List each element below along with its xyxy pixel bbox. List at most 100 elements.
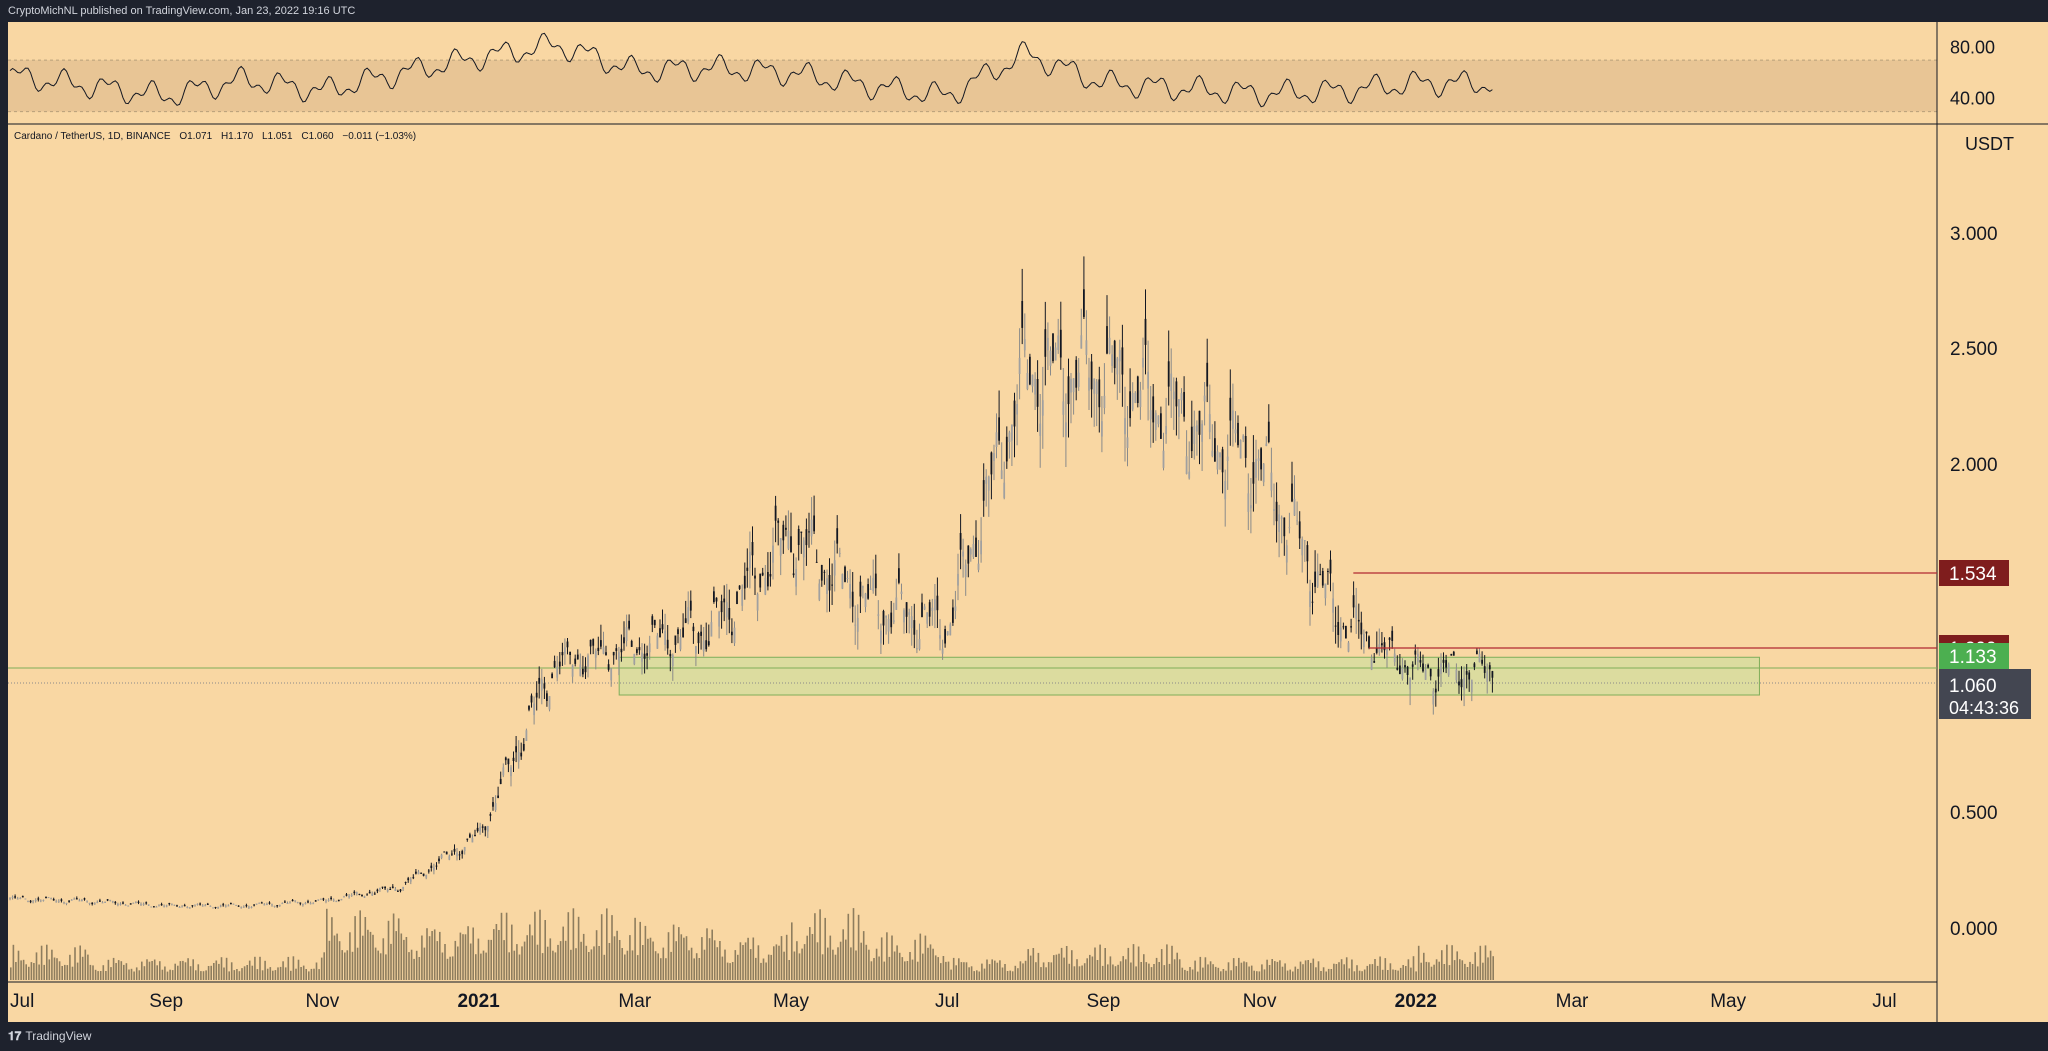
rsi-pane[interactable]: 80.00 40.00 [8, 32, 1995, 113]
volume-bar [451, 956, 454, 980]
candle-body [546, 693, 548, 701]
candle-body [666, 639, 669, 649]
volume-bar [852, 908, 855, 980]
candle-body [11, 896, 14, 898]
footer-bar: 𝟏𝟕 TradingView [0, 1022, 2048, 1051]
candle-body [725, 602, 728, 618]
volume-bar [464, 934, 467, 980]
price-axis[interactable]: USDT 3.000 2.500 2.000 0.500 0.000 [1950, 134, 2014, 940]
candle-body [160, 904, 163, 906]
volume-bar [1476, 966, 1479, 980]
volume-bar [911, 959, 914, 980]
candle-body [88, 902, 91, 904]
volume-bar [618, 940, 621, 980]
volume-bar [567, 912, 570, 980]
volume-bar [760, 962, 762, 980]
candle-body [761, 572, 764, 576]
candle-body [1260, 448, 1262, 470]
bar-countdown: 04:43:36 [1949, 698, 2019, 718]
footer-brand[interactable]: TradingView [25, 1029, 92, 1043]
candle-body [114, 901, 117, 904]
volume-bar [153, 959, 156, 980]
volume-bar [1299, 961, 1302, 980]
volume-bar [706, 928, 708, 980]
candle-body [540, 679, 543, 691]
candle-body [1108, 337, 1111, 354]
candle-body [949, 624, 952, 636]
candle-body [276, 905, 279, 907]
candle-body [422, 873, 425, 876]
candle-body [412, 877, 415, 879]
candle-body [340, 899, 343, 901]
candle-body [1342, 626, 1345, 628]
candle-body [397, 890, 399, 892]
volume-bar [811, 934, 814, 980]
candle-body [664, 630, 666, 645]
volume-bar [1379, 956, 1381, 980]
tradingview-logo-icon[interactable]: 𝟏𝟕 [8, 1029, 22, 1043]
candle-body [630, 641, 633, 647]
chart-panel[interactable] [8, 22, 2048, 1022]
candle-body [145, 902, 148, 904]
volume-bar [516, 944, 518, 980]
volume-bar [256, 969, 259, 980]
candle-body [689, 600, 692, 611]
candle-body [50, 898, 52, 900]
volume-bar [428, 936, 431, 980]
candle-body [1101, 421, 1103, 437]
candle-body [898, 568, 900, 583]
candle-body [386, 889, 389, 892]
candle-body [908, 612, 911, 615]
volume-bar [1371, 964, 1374, 980]
volume-bar [243, 966, 246, 980]
candle-body [862, 586, 864, 588]
volume-bar [785, 934, 788, 980]
volume-bar [598, 946, 600, 980]
volume-bar [559, 941, 562, 980]
candle-body [713, 591, 715, 602]
volume-bar [526, 935, 528, 980]
volume-bar [1086, 958, 1088, 980]
volume-bar [1163, 965, 1166, 980]
candle-body [456, 852, 458, 857]
candle-body [1301, 539, 1304, 556]
volume-bar [1451, 945, 1453, 980]
volume-bar [963, 962, 965, 980]
volume-bar [46, 944, 48, 980]
volume-bar [695, 953, 698, 980]
volume-bar [1381, 969, 1384, 980]
candle-body [1450, 653, 1453, 656]
candle-body [1085, 340, 1088, 355]
volume-bar [1145, 962, 1148, 980]
candle-body [29, 900, 32, 903]
volume-bar [195, 970, 197, 980]
candle-body [19, 898, 22, 899]
candle-body [52, 899, 55, 901]
volume-bar [978, 971, 981, 980]
candle-body [27, 900, 29, 902]
volume-bar [747, 937, 749, 980]
candle-body [497, 795, 499, 798]
volume-bar [1143, 954, 1145, 980]
volume-bar [739, 942, 742, 980]
candle-body [255, 903, 258, 905]
volume-bar [1140, 962, 1142, 980]
candle-body [944, 629, 946, 644]
volume-bar [1076, 959, 1078, 980]
candle-body [952, 607, 954, 623]
candle-body [173, 904, 176, 906]
candle-body [1257, 458, 1260, 461]
volume-bar [1423, 952, 1425, 980]
volume-bar [1420, 962, 1422, 980]
candle-body [916, 648, 918, 650]
candle-body [363, 896, 366, 898]
candle-body [201, 905, 204, 907]
candle-body [1306, 545, 1309, 562]
volume-bar [213, 963, 215, 980]
volume-bar [986, 959, 988, 980]
candle-body [420, 872, 422, 874]
candle-body [191, 905, 194, 907]
time-axis[interactable]: Jul Sep Nov 2021 Mar May Jul Sep Nov 2022 Mar May Ju… [10, 991, 1897, 1012]
volume-bar [277, 967, 279, 980]
